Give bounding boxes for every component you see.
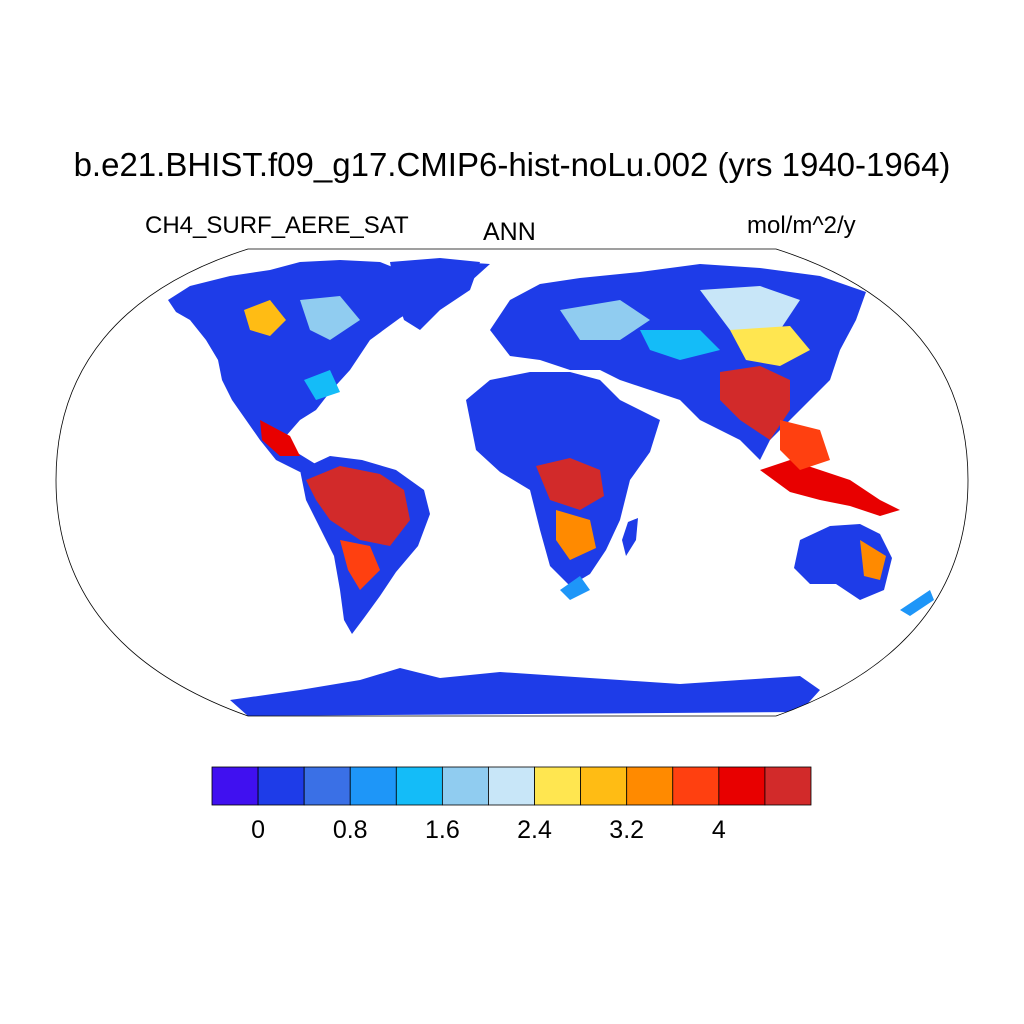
colorbar-swatch xyxy=(580,766,628,806)
greenland xyxy=(390,258,480,330)
colorbar-tick-label: 2.4 xyxy=(517,816,552,844)
madagascar xyxy=(622,518,638,556)
colorbar-swatch xyxy=(211,766,259,806)
maritime-continent xyxy=(760,460,900,516)
season-label: ANN xyxy=(483,218,536,246)
figure-title: b.e21.BHIST.f09_g17.CMIP6-hist-noLu.002 … xyxy=(73,146,951,183)
colorbar-swatch xyxy=(764,766,812,806)
colorbar-swatch xyxy=(534,766,582,806)
colorbar-swatch xyxy=(626,766,674,806)
colorbar-swatch xyxy=(303,766,351,806)
colorbar-tick-label: 4 xyxy=(711,816,726,844)
units-label: mol/m^2/y xyxy=(747,212,856,239)
colorbar-swatch xyxy=(349,766,397,806)
colorbar-swatch xyxy=(672,766,720,806)
new-zealand xyxy=(900,590,934,616)
australia xyxy=(794,524,892,600)
colorbar-swatch xyxy=(395,766,443,806)
colorbar-swatch xyxy=(441,766,489,806)
colorbar-tick-label: 0 xyxy=(251,816,266,844)
projection-outline xyxy=(55,248,969,717)
emission-hotspots xyxy=(244,286,886,600)
colorbar-swatch xyxy=(718,766,766,806)
colorbar-tick-label: 0.8 xyxy=(332,816,368,844)
colorbar-swatch xyxy=(257,766,305,806)
variable-label: CH4_SURF_AERE_SAT xyxy=(145,212,409,239)
colorbar-tick-label: 1.6 xyxy=(424,816,460,844)
colorbar-tick-label: 3.2 xyxy=(609,816,645,844)
land-field xyxy=(168,258,934,716)
antarctica xyxy=(230,668,820,716)
colorbar-swatch xyxy=(488,766,535,806)
